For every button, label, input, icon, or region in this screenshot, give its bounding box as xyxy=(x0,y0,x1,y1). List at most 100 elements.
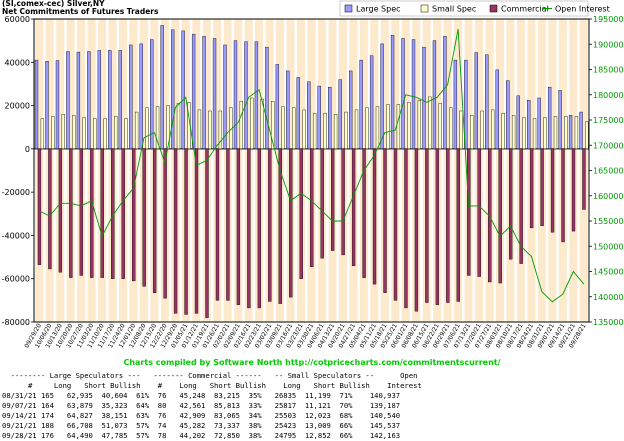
large-spec-bar xyxy=(202,36,206,150)
commercial-bar xyxy=(383,148,387,293)
large-spec-bar xyxy=(66,51,70,150)
small-spec-bar xyxy=(176,103,181,150)
commercial-bar xyxy=(236,148,241,305)
small-spec-bar xyxy=(574,116,579,150)
right-axis-tick-label: 180000 xyxy=(593,91,624,100)
small-spec-bar xyxy=(428,96,432,150)
large-spec-bar xyxy=(181,30,185,150)
large-spec-bar xyxy=(129,44,133,150)
commercial-bar xyxy=(299,148,303,279)
commercial-bar xyxy=(425,148,429,303)
large-spec-bar xyxy=(244,41,248,150)
large-spec-bar xyxy=(191,33,196,150)
legend-box xyxy=(339,0,589,17)
commercial-bar xyxy=(142,148,146,287)
small-spec-bar xyxy=(208,110,212,150)
small-spec-bar xyxy=(585,121,589,150)
large-spec-bar xyxy=(286,70,290,150)
small-spec-bar xyxy=(40,118,45,150)
large-spec-bar xyxy=(97,50,102,150)
large-spec-bar xyxy=(401,38,405,150)
commercial-bar xyxy=(194,148,199,314)
large-spec-bar xyxy=(464,59,468,150)
bars xyxy=(34,25,589,318)
commercial-bar xyxy=(247,148,251,309)
large-spec-bar xyxy=(516,95,520,150)
legend-swatch xyxy=(420,4,429,13)
commercial-bar xyxy=(289,148,293,298)
small-spec-bar xyxy=(197,109,202,150)
right-axis-tick-label: 190000 xyxy=(593,40,624,49)
large-spec-bar xyxy=(411,39,416,150)
commercial-bar xyxy=(132,148,136,282)
large-spec-bar xyxy=(212,38,217,150)
stats-header-2: # Long Short Bullish # Long Short Bullis… xyxy=(2,381,422,390)
legend: Large Spec Small Spec Commercial Open Inter… xyxy=(339,0,610,17)
x-axis-labels: 09/29/2010/06/2010/13/2010/20/2010/27/20… xyxy=(23,322,587,349)
legend-swatch xyxy=(344,4,353,13)
large-spec-bar xyxy=(579,111,583,150)
commercial-bar xyxy=(550,148,555,233)
large-spec-bar xyxy=(338,79,342,150)
small-spec-bar xyxy=(82,117,86,150)
small-spec-bar xyxy=(145,107,149,150)
commercial-bar xyxy=(341,148,345,256)
left-axis-tick-label: 40000 xyxy=(5,58,30,67)
small-spec-bar xyxy=(333,114,338,150)
left-axis-tick-label: 60000 xyxy=(5,15,30,24)
commercial-bar xyxy=(561,148,565,243)
commercial-bar xyxy=(90,148,94,278)
right-axis-tick-label: 145000 xyxy=(593,268,624,277)
open-interest-line xyxy=(39,29,585,303)
large-spec-bar xyxy=(170,29,175,150)
commercial-bar xyxy=(173,148,178,314)
large-spec-bar xyxy=(369,55,374,150)
commercial-bar xyxy=(215,148,220,301)
large-spec-bar xyxy=(359,59,363,150)
small-spec-bar xyxy=(417,99,422,150)
large-spec-bar xyxy=(390,35,395,150)
right-axis-tick-label: 155000 xyxy=(593,217,624,226)
commercial-bar xyxy=(362,148,366,278)
small-spec-bar xyxy=(114,116,118,150)
right-axis-tick-label: 195000 xyxy=(593,15,624,24)
commercial-bar xyxy=(435,148,440,305)
legend-label: Small Spec xyxy=(432,5,476,14)
commercial-bar xyxy=(467,148,471,276)
commercial-bar xyxy=(58,148,63,273)
large-spec-bar xyxy=(160,25,164,150)
commercial-bar xyxy=(268,148,272,302)
commercial-bar xyxy=(582,148,586,210)
left-axis: -80000 -60000 -40000 -20000 0 20000 40000 60000 xyxy=(2,15,34,327)
large-spec-bar xyxy=(443,36,447,150)
right-axis-tick-label: 165000 xyxy=(593,167,624,176)
small-spec-bar xyxy=(155,106,160,150)
commercial-bar xyxy=(278,148,282,304)
large-spec-bar xyxy=(537,97,541,150)
small-spec-bar xyxy=(553,116,558,150)
right-axis-tick-label: 140000 xyxy=(593,293,624,302)
small-spec-bar xyxy=(292,107,296,150)
small-spec-bar xyxy=(543,117,547,150)
right-axis: 135000 140000 145000 150000 155000 160000 1650… xyxy=(589,15,624,327)
large-spec-bar xyxy=(328,86,332,150)
large-spec-bar xyxy=(139,43,143,150)
small-spec-bar xyxy=(344,111,348,150)
large-spec-bar xyxy=(422,46,426,150)
small-spec-bar xyxy=(564,116,568,150)
small-spec-bar xyxy=(470,115,474,150)
commercial-bar xyxy=(184,148,188,315)
small-spec-bar xyxy=(438,103,442,150)
left-axis-tick-label: -40000 xyxy=(2,231,30,240)
large-spec-bar xyxy=(474,52,478,150)
stats-row: 08/31/21 165 62,935 40,604 61% 76 45,248… xyxy=(2,391,401,400)
large-spec-bar xyxy=(348,70,353,150)
commercial-bar xyxy=(477,148,481,277)
large-spec-bar xyxy=(275,64,280,150)
small-spec-bar xyxy=(72,115,76,150)
small-spec-bar xyxy=(532,118,537,150)
small-spec-bar xyxy=(218,110,223,150)
stats-header-1: -------- Large Speculators --- ------- C… xyxy=(2,371,418,380)
commercial-bar xyxy=(351,148,356,266)
large-spec-bar xyxy=(87,51,91,150)
